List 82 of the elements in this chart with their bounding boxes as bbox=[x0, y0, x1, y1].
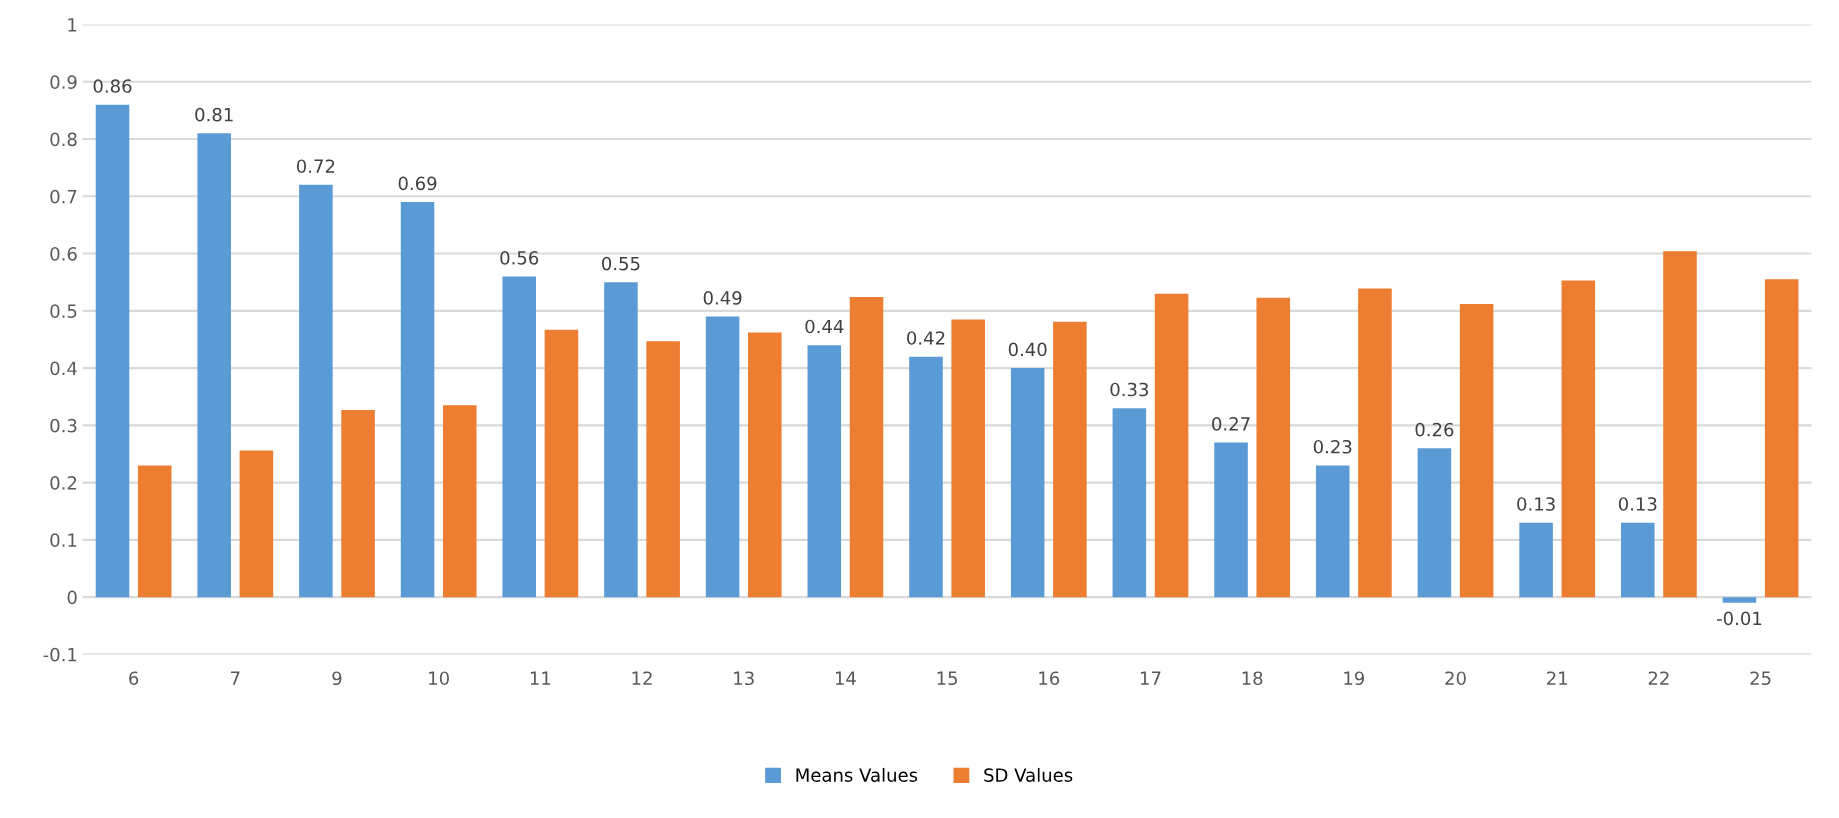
bar bbox=[400, 202, 435, 598]
bar bbox=[1315, 465, 1350, 598]
x-tick-label: 19 bbox=[1344, 671, 1365, 686]
bar bbox=[1010, 368, 1045, 598]
x-tick-label: 18 bbox=[1242, 671, 1263, 686]
y-tick-label: 0.5 bbox=[50, 304, 77, 318]
y-tick-label: 1 bbox=[68, 18, 77, 32]
bar bbox=[1722, 597, 1757, 603]
x-tick-label: 10 bbox=[429, 671, 449, 686]
data-label: -0.01 bbox=[1717, 611, 1762, 626]
bar bbox=[1256, 297, 1291, 598]
x-tick-label: 15 bbox=[937, 671, 957, 686]
bar bbox=[1417, 448, 1452, 598]
legend-label: SD Values bbox=[984, 767, 1073, 782]
x-tick-label: 17 bbox=[1140, 671, 1161, 685]
data-label: 0.23 bbox=[1313, 439, 1352, 454]
bar bbox=[137, 465, 172, 598]
data-label: 0.72 bbox=[296, 159, 335, 174]
data-label: 0.44 bbox=[805, 319, 844, 334]
bar bbox=[1358, 288, 1392, 598]
bar bbox=[849, 297, 884, 598]
bar bbox=[239, 450, 274, 598]
y-tick-label: 0.4 bbox=[50, 361, 77, 376]
bar bbox=[646, 341, 680, 598]
data-label: 0.13 bbox=[1517, 497, 1555, 511]
y-tick-label: 0.6 bbox=[50, 247, 77, 261]
bar bbox=[1053, 321, 1087, 598]
bar bbox=[299, 184, 333, 598]
x-tick-label: 14 bbox=[835, 671, 856, 685]
x-tick-label: 12 bbox=[632, 671, 652, 685]
data-label: 0.69 bbox=[398, 176, 437, 191]
x-tick-label: 6 bbox=[129, 671, 139, 686]
y-tick-label: 0.3 bbox=[50, 418, 77, 433]
bar bbox=[951, 319, 985, 598]
x-tick-label: 21 bbox=[1547, 671, 1568, 685]
data-label: 0.33 bbox=[1110, 382, 1149, 397]
bar bbox=[502, 276, 537, 598]
bar bbox=[1764, 279, 1799, 598]
y-tick-label: 0.1 bbox=[50, 533, 77, 547]
y-tick-label: 0.8 bbox=[50, 132, 77, 147]
bar bbox=[807, 345, 842, 598]
data-label: 0.42 bbox=[907, 331, 945, 345]
data-label: 0.55 bbox=[602, 256, 640, 271]
bar bbox=[1214, 442, 1248, 598]
x-tick-label: 16 bbox=[1039, 671, 1060, 686]
bar bbox=[705, 316, 740, 598]
x-tick-label: 7 bbox=[231, 671, 240, 685]
bar bbox=[1561, 280, 1596, 598]
data-label: 0.27 bbox=[1212, 417, 1250, 431]
x-tick-label: 20 bbox=[1445, 671, 1466, 686]
x-tick-label: 13 bbox=[734, 671, 754, 686]
y-tick-label: -0.1 bbox=[43, 647, 77, 662]
data-label: 0.81 bbox=[195, 107, 233, 122]
x-tick-label: 9 bbox=[332, 671, 342, 686]
bar bbox=[544, 329, 579, 598]
data-label: 0.49 bbox=[703, 291, 742, 305]
bar bbox=[1663, 251, 1697, 598]
bar bbox=[604, 282, 638, 598]
bar bbox=[909, 356, 943, 598]
x-tick-label: 25 bbox=[1750, 671, 1771, 686]
y-tick-label: 0.7 bbox=[50, 189, 77, 204]
x-tick-label: 11 bbox=[530, 671, 551, 685]
bar bbox=[1621, 522, 1655, 598]
data-label: 0.86 bbox=[93, 79, 132, 93]
y-tick-label: 0.9 bbox=[50, 75, 77, 89]
data-label: 0.40 bbox=[1008, 342, 1047, 357]
bar bbox=[1459, 303, 1494, 598]
legend-label: Means Values bbox=[796, 767, 918, 782]
bar bbox=[341, 409, 375, 598]
bar bbox=[1154, 293, 1189, 598]
bar bbox=[1519, 522, 1553, 598]
bar bbox=[748, 332, 782, 598]
data-label: 0.56 bbox=[500, 251, 539, 265]
bar bbox=[197, 133, 231, 598]
bar bbox=[1112, 408, 1147, 598]
y-tick-label: 0 bbox=[67, 590, 77, 605]
data-label: 0.13 bbox=[1618, 497, 1657, 511]
y-tick-label: 0.2 bbox=[50, 476, 77, 490]
bar bbox=[442, 405, 477, 598]
bar bbox=[95, 104, 130, 598]
data-label: 0.26 bbox=[1415, 422, 1454, 437]
x-tick-label: 22 bbox=[1648, 671, 1669, 685]
